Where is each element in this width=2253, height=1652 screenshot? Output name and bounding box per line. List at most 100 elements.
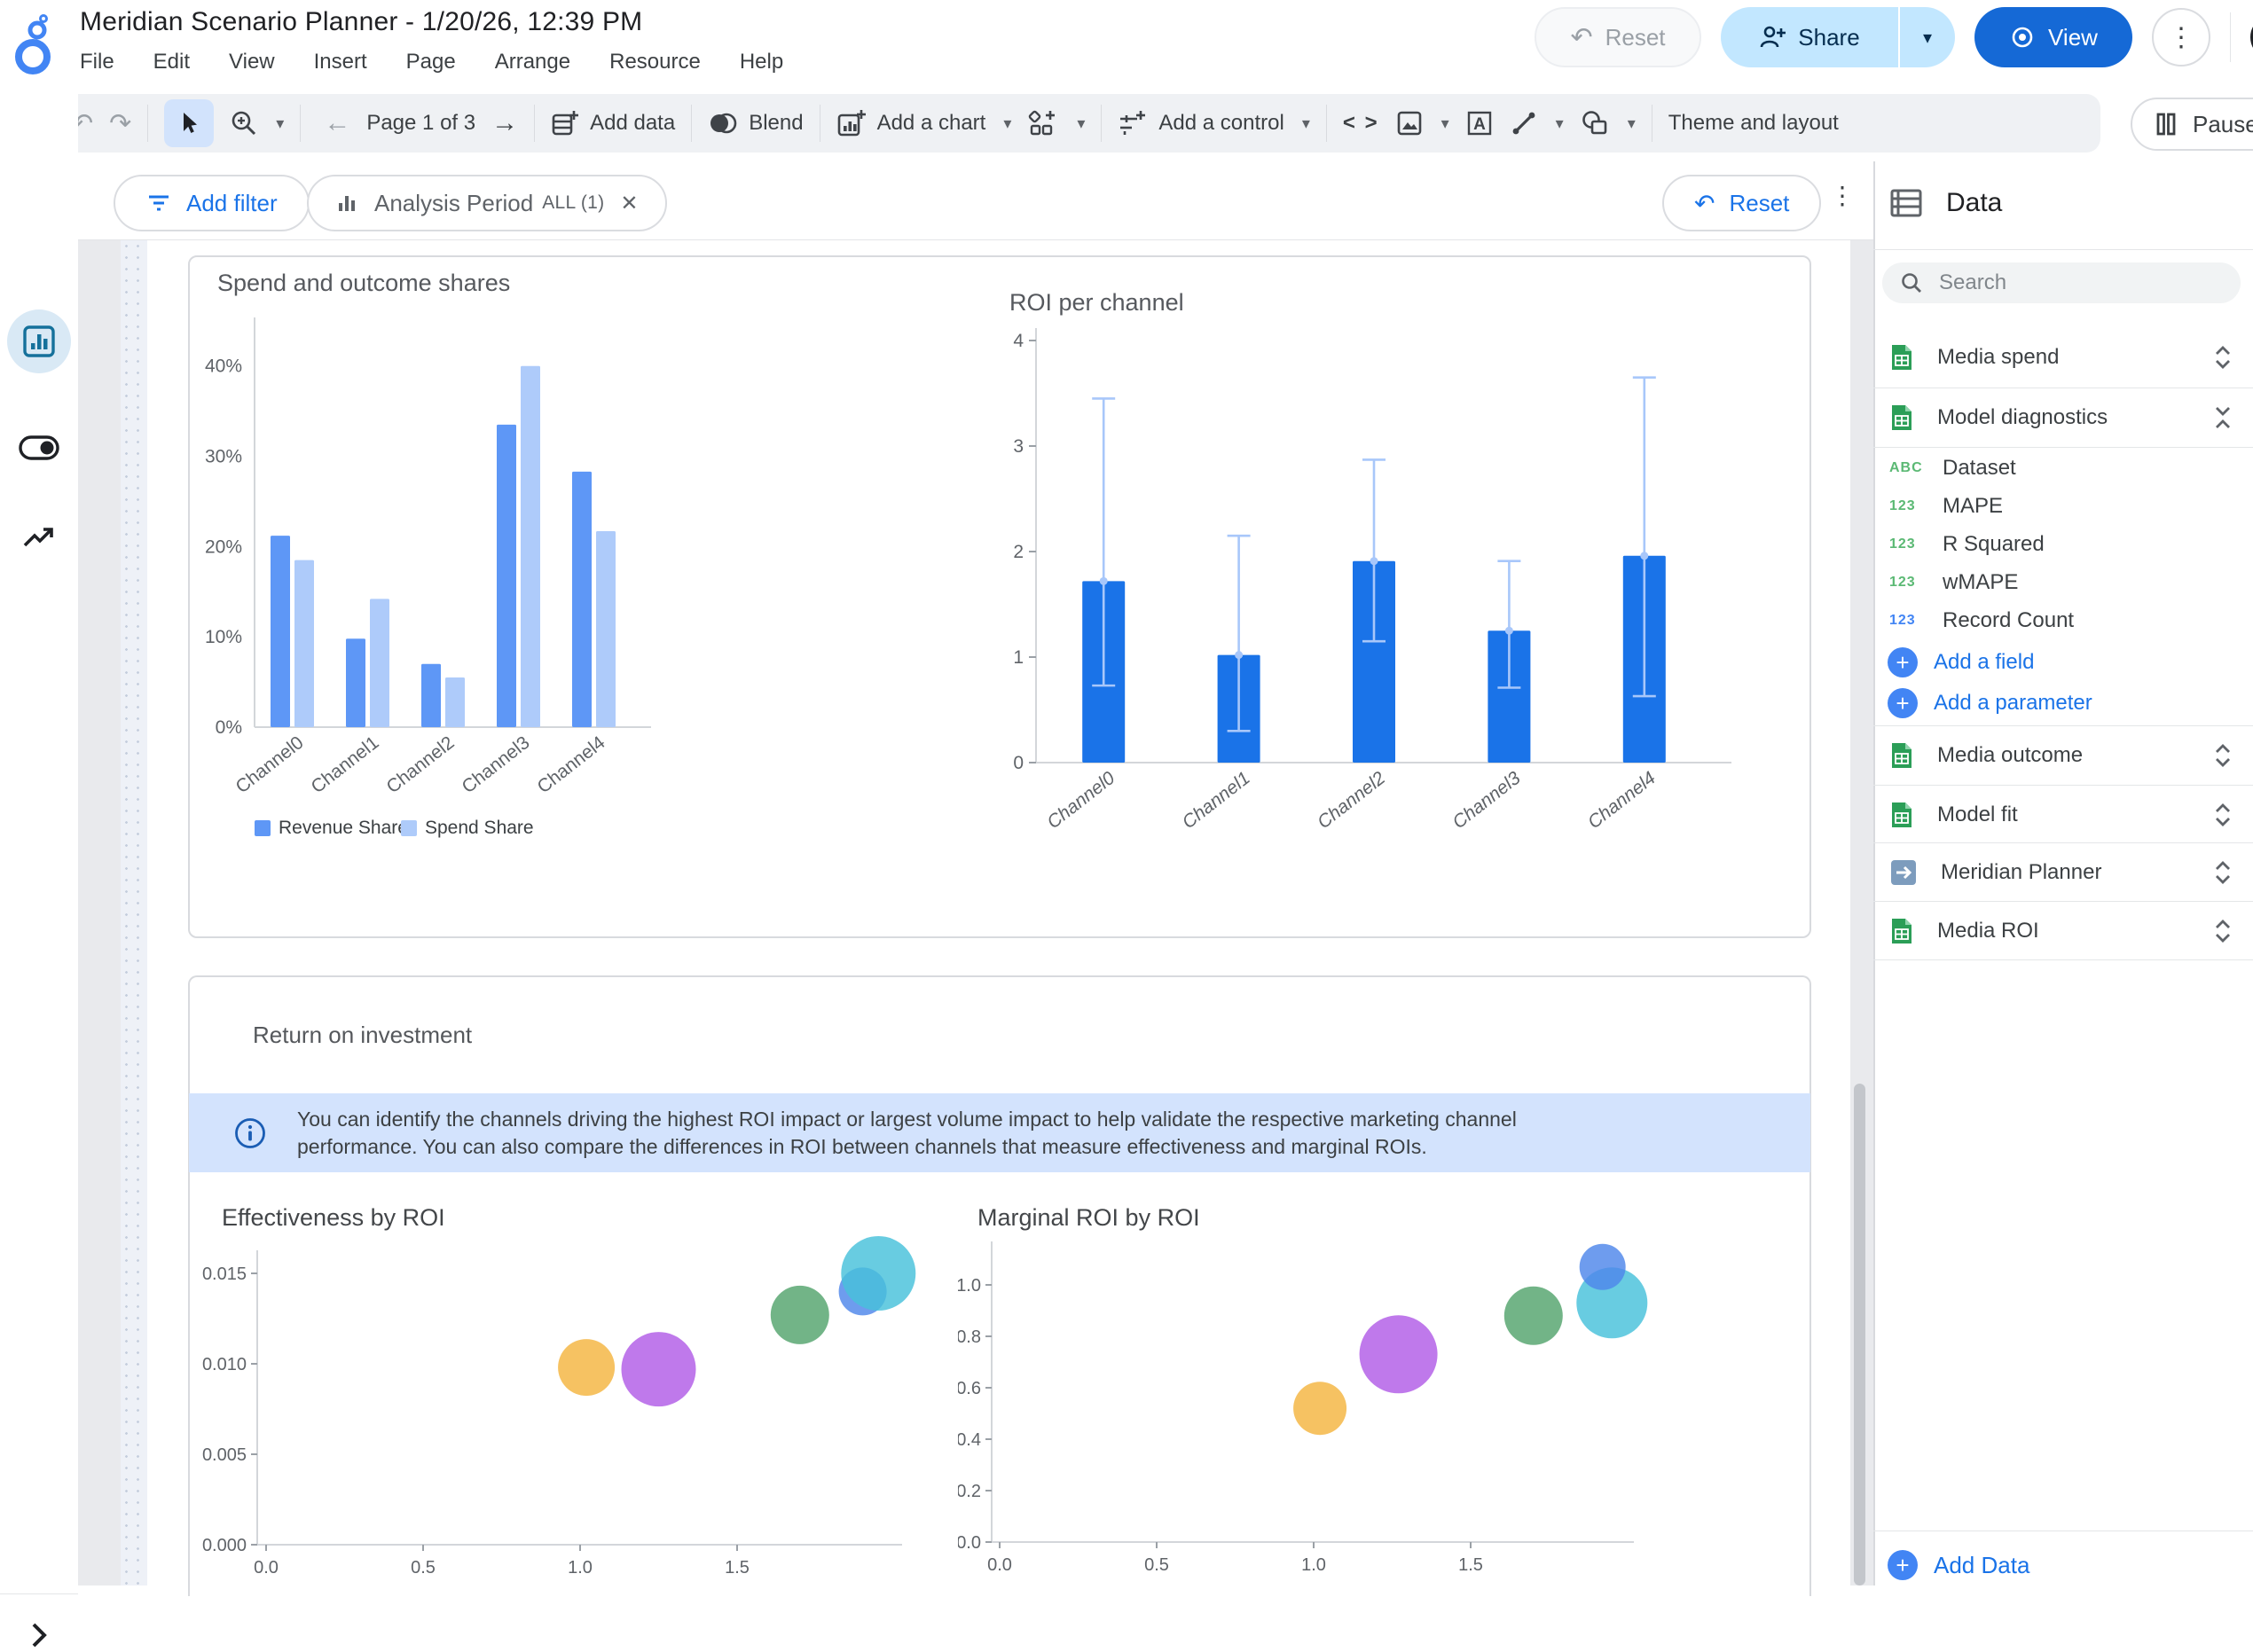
chip-close-icon[interactable]: ✕ [620,191,639,215]
svg-text:0.5: 0.5 [411,1558,436,1578]
charts-card[interactable] [188,255,1811,938]
source-model-diagnostics[interactable]: Model diagnostics [1873,388,2253,447]
add-line-button[interactable] [1510,109,1538,137]
unfold-more-icon[interactable] [2212,742,2233,769]
community-visualizations-button[interactable] [1027,107,1059,139]
field-type-icon: 123 [1889,574,1916,590]
chart-effectiveness-by-roi[interactable]: Effectiveness by ROI 0.000 0.005 0.010 0.015… [188,1179,962,1585]
expand-rail-button[interactable] [0,1618,78,1652]
sheets-icon [1892,919,1912,943]
document-title[interactable]: Meridian Scenario Planner - 1/20/26, 12:… [80,7,643,36]
add-parameter-button[interactable]: + Add a parameter [1873,683,2253,724]
data-panel-icon [1890,189,1922,217]
field-type-icon: 123 [1889,497,1916,513]
menu-view[interactable]: View [229,50,275,74]
menu-page[interactable]: Page [405,50,456,74]
page-forward-button[interactable]: → [491,108,519,137]
report-tab-selected[interactable] [7,309,71,373]
filter-reset-button[interactable]: ↶ Reset [1662,175,1822,231]
analysis-period-chip[interactable]: Analysis Period ALL (1) ✕ [307,175,667,231]
field-dataset[interactable]: ABC Dataset [1889,455,2016,480]
add-control-caret[interactable]: ▾ [1301,114,1310,132]
svg-text:0%: 0% [216,717,242,738]
field-r-squared[interactable]: 123 R Squared [1889,531,2045,556]
menu-insert[interactable]: Insert [313,50,367,74]
svg-text:Channel2: Channel2 [1314,768,1389,834]
add-shape-caret[interactable]: ▾ [1627,114,1636,132]
search-input[interactable] [1937,270,2207,296]
view-button[interactable]: View [1974,7,2132,67]
vertical-scrollbar[interactable] [1854,1084,1865,1585]
chart-roi-per-channel[interactable]: ROI per channel 0 1 2 3 4 Channel0 Channel1 Chan… [958,255,1811,940]
share-label: Share [1798,23,1860,51]
unfold-less-icon[interactable] [2212,404,2233,431]
svg-text:Channel0: Channel0 [1043,768,1119,834]
add-line-caret[interactable]: ▾ [1555,114,1564,132]
add-filter-button[interactable]: Add filter [114,175,310,231]
series-0 [271,424,592,727]
menu-help[interactable]: Help [739,50,784,74]
unfold-more-icon[interactable] [2212,344,2233,371]
add-shape-button[interactable] [1580,109,1610,137]
zoom-tool-button[interactable] [230,109,258,137]
share-button[interactable]: Share [1721,7,1898,67]
trends-tab[interactable] [0,521,78,553]
chart-spend-outcome-shares[interactable]: Spend and outcome shares 0% 10% 20% 30% 40% Ch… [188,255,926,940]
add-data-button[interactable]: Add data [551,109,675,137]
looker-studio-logo[interactable] [11,9,60,78]
zoom-caret[interactable]: ▾ [276,114,285,132]
add-field-button[interactable]: + Add a field [1873,642,2253,683]
chart-marginal-roi-by-roi[interactable]: Marginal ROI by ROI 0.0 0.2 0.4 0.6 0.8 1.0 0.0… [958,1179,1731,1585]
svg-text:0: 0 [1013,753,1024,773]
source-meridian-planner[interactable]: Meridian Planner [1873,843,2253,902]
community-visualizations-caret[interactable]: ▾ [1077,114,1086,132]
data-search[interactable] [1882,262,2241,303]
unfold-more-icon[interactable] [2212,859,2233,886]
source-media-spend[interactable]: Media spend [1873,328,2253,387]
source-media-outcome[interactable]: Media outcome [1873,726,2253,785]
series-1 [294,365,616,727]
unfold-more-icon[interactable] [2212,802,2233,828]
source-model-fit[interactable]: Model fit [1873,786,2253,844]
field-mape[interactable]: 123 MAPE [1889,493,2004,518]
add-chart-button[interactable]: Add a chart [836,108,985,138]
pause-updates-button[interactable]: Pause u [2131,98,2253,151]
roi-card[interactable] [188,975,1811,1596]
unfold-more-icon[interactable] [2212,918,2233,944]
svg-text:4: 4 [1013,331,1024,351]
field-wmape[interactable]: 123 wMAPE [1889,569,2019,594]
chart-svg: Effectiveness by ROI 0.000 0.005 0.010 0.015… [202,1204,916,1578]
menu-file[interactable]: File [80,50,114,74]
roi-info-banner: You can identify the channels driving th… [189,1093,1810,1172]
theme-layout-button[interactable]: Theme and layout [1668,111,1839,135]
source-media-roi[interactable]: Media ROI [1873,902,2253,960]
share-options-caret[interactable]: ▾ [1898,7,1955,67]
controls-tab[interactable] [0,433,78,463]
menu-resource[interactable]: Resource [609,50,701,74]
svg-text:1.0: 1.0 [568,1558,593,1578]
extract-data-icon [1891,860,1916,885]
header-more-menu[interactable]: ⋮ [2152,8,2210,67]
blend-button[interactable]: Blend [708,110,804,137]
redo-button[interactable]: ↷ [109,108,132,138]
menu-edit[interactable]: Edit [153,50,191,74]
add-chart-caret[interactable]: ▾ [1003,114,1012,132]
add-image-button[interactable] [1395,109,1424,137]
svg-text:30%: 30% [205,447,242,467]
embed-code-button[interactable]: < > [1342,111,1379,135]
legend: Revenue Share Spend Share [255,818,534,838]
svg-text:40%: 40% [205,356,242,377]
add-image-caret[interactable]: ▾ [1441,114,1449,132]
add-data-bottom-button[interactable]: + Add Data [1873,1545,2253,1585]
field-record-count[interactable]: 123 Record Count [1889,607,2075,632]
add-text-button[interactable]: A [1465,109,1494,137]
toolbar-divider [534,105,536,142]
menu-arrange[interactable]: Arrange [494,50,571,74]
header-reset-button[interactable]: ↶ Reset [1535,7,1701,67]
add-control-button[interactable]: Add a control [1118,109,1284,137]
select-tool-button[interactable] [164,99,215,147]
svg-text:0.000: 0.000 [202,1536,247,1555]
filter-bar-more-menu[interactable]: ⋮ [1830,182,1855,209]
page-back-button[interactable]: ← [324,108,351,137]
page-indicator[interactable]: Page 1 of 3 [366,111,476,135]
